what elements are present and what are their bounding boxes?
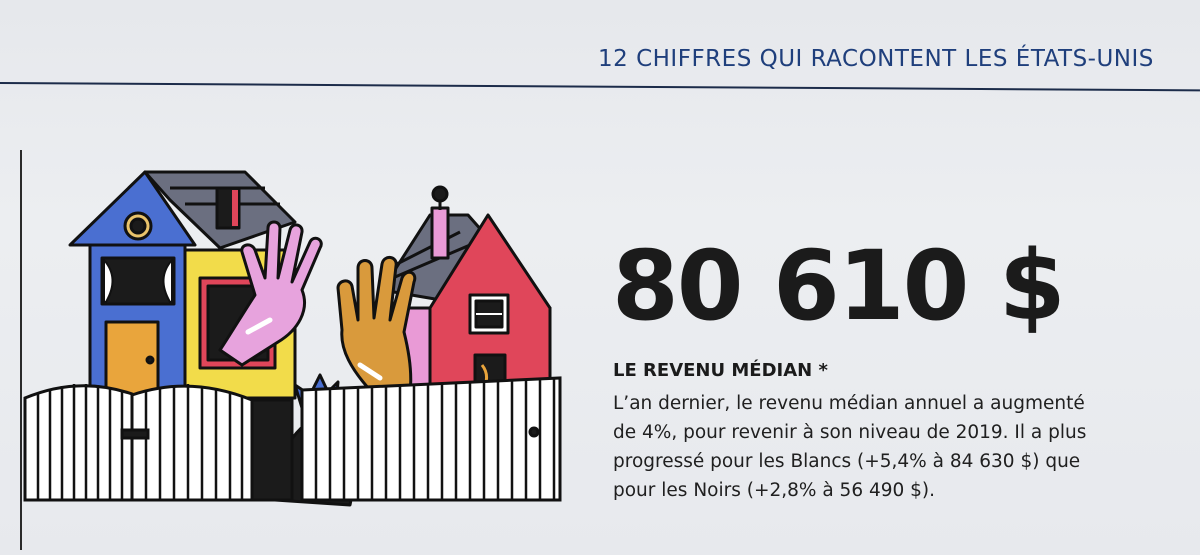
column-divider [20,150,22,550]
description-line: de 4%, pour revenir à son niveau de 2019… [613,422,1087,443]
pink-hand [218,220,323,367]
section-title: 12 CHIFFRES QUI RACONTENT LES ÉTATS-UNIS [598,46,1154,72]
description-line: progressé pour les Blancs (+5,4% à 84 63… [613,451,1081,472]
stat-label: LE REVENU MÉDIAN * [613,360,828,381]
stat-value: 80 610 $ [612,230,1066,342]
description-line: L’an dernier, le revenu médian annuel a … [613,393,1085,414]
picket-fence [23,376,562,502]
houses-illustration [23,170,562,507]
description-line: pour les Noirs (+2,8% à 56 490 $). [613,480,936,501]
header-divider [0,82,1200,92]
stat-description: L’an dernier, le revenu médian annuel a … [613,389,1173,505]
tan-hand [336,256,417,394]
